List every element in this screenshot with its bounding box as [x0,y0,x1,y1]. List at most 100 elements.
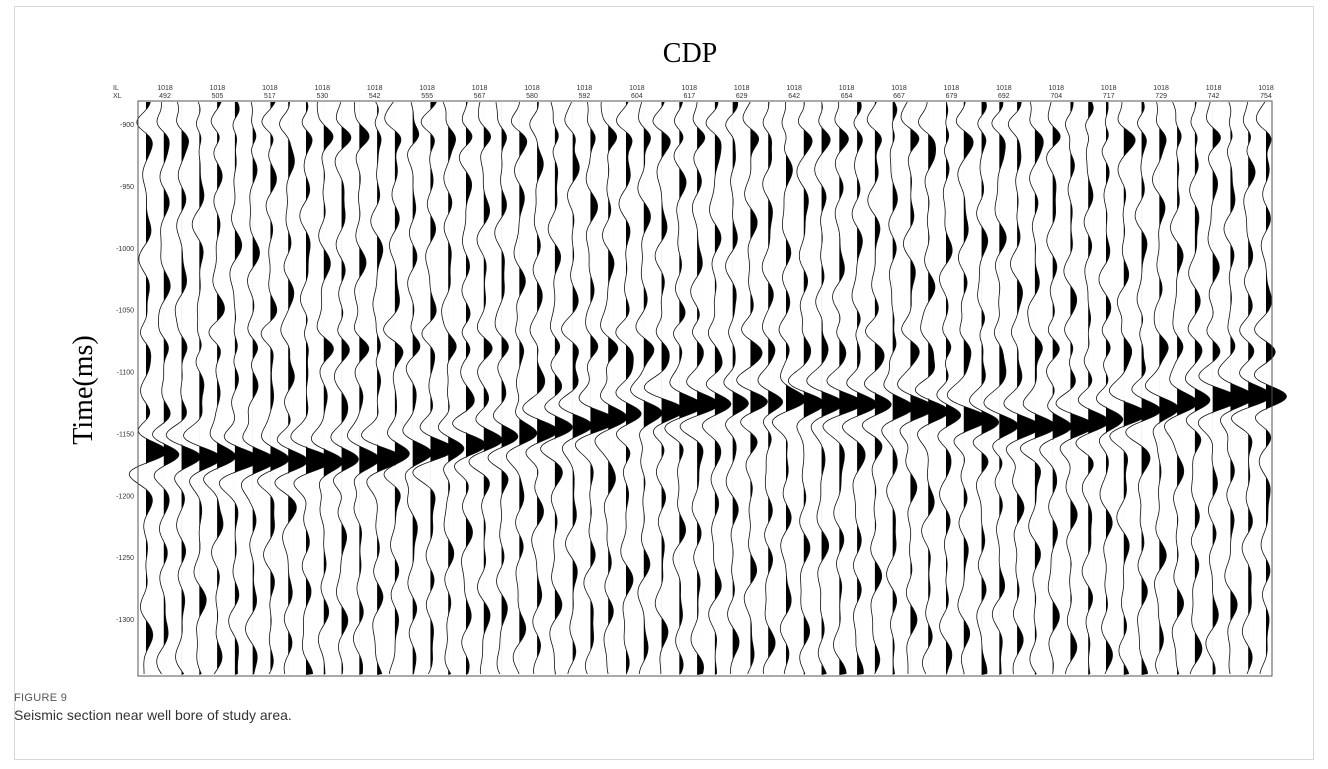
trace-fill [1159,102,1179,675]
trace-fill [1248,102,1272,675]
trace [310,101,344,675]
trace [806,101,844,675]
trace [383,101,410,675]
trace-fill [1106,102,1123,675]
time-label: -1200 [116,493,134,500]
trace [128,101,168,675]
trace-fill [323,102,344,675]
trace [736,101,768,675]
xl-label: 592 [579,93,591,100]
il-label: 1018 [944,85,960,92]
trace [522,102,559,675]
trace [615,101,642,675]
il-label: 1018 [1258,85,1274,92]
time-label: -1050 [116,308,134,315]
trace-fill [288,102,308,675]
time-label: -900 [120,122,134,129]
trace [757,101,784,675]
trace-fill [643,102,663,675]
trace [1217,101,1255,675]
trace [1075,101,1110,675]
trace [1095,101,1124,675]
trace-fill [981,102,999,675]
xl-label: 654 [841,93,853,100]
trace [881,101,914,675]
trace [274,101,309,675]
xl-label: 629 [736,93,748,100]
trace [594,101,628,675]
caption-text: Seismic section near well bore of study … [14,707,292,723]
trace [438,101,465,675]
time-label: -1300 [116,617,134,624]
time-label: -1000 [116,246,134,253]
trace [1019,101,1057,675]
trace [1003,101,1041,675]
xl-label: 717 [1103,93,1115,100]
trace-fill [394,102,410,675]
trace [346,102,380,675]
xl-label: 642 [788,93,800,100]
trace-fill [1266,102,1287,675]
trace [861,101,892,675]
trace [822,101,863,675]
y-axis-label: Time(ms) [68,335,99,444]
figure-title: CDP [663,38,717,69]
trace-fill [1141,102,1161,675]
il-label: 1018 [367,85,383,92]
trace [914,101,950,675]
trace-fill [874,102,892,675]
figure-frame [14,6,1314,760]
trace [203,101,237,675]
trace [1039,101,1073,675]
trace-fill [910,102,934,675]
trace [468,101,503,675]
trace [723,102,749,675]
xl-label: 742 [1208,93,1220,100]
trace-fill [768,102,783,675]
time-label: -1100 [117,370,134,377]
trace-fill [928,102,949,675]
caption-label: FIGURE 9 [14,692,68,704]
il-label: 1018 [157,85,173,92]
trace [1108,102,1148,675]
trace [165,101,201,675]
il-label: 1018 [210,85,226,92]
trace [487,101,519,675]
trace-fill [786,102,806,675]
trace [505,101,538,675]
xl-label: 580 [526,93,538,100]
trace-fill [537,102,558,675]
trace-fill [501,102,518,675]
il-label: 1018 [577,85,593,92]
il-label: 1018 [314,85,330,92]
trace [1055,101,1095,675]
trace [1253,101,1287,675]
trace-fill [1070,102,1094,675]
trace-fill [1052,102,1072,675]
trace [183,101,222,675]
il-label: 1018 [262,85,278,92]
trace [842,101,878,675]
xl-label: 679 [946,93,958,100]
plot-border [137,100,1273,677]
trace [402,101,433,675]
il-label: 1018 [524,85,540,92]
trace [643,101,685,674]
time-label: -950 [120,184,134,191]
trace [452,101,487,675]
xl-label: 604 [631,93,643,100]
trace [1144,101,1180,675]
xl-label: 617 [683,93,695,100]
xl-label: 530 [316,93,328,100]
trace-fill [608,102,628,675]
time-label: -1150 [117,431,134,438]
il-label: 1018 [996,85,1012,92]
trace [969,101,1000,675]
trace [936,101,962,675]
trace [897,101,935,675]
xl-label: 555 [421,93,433,100]
trace-fill [341,102,359,675]
il-label: 1018 [681,85,697,92]
xl-label: 754 [1260,93,1272,100]
